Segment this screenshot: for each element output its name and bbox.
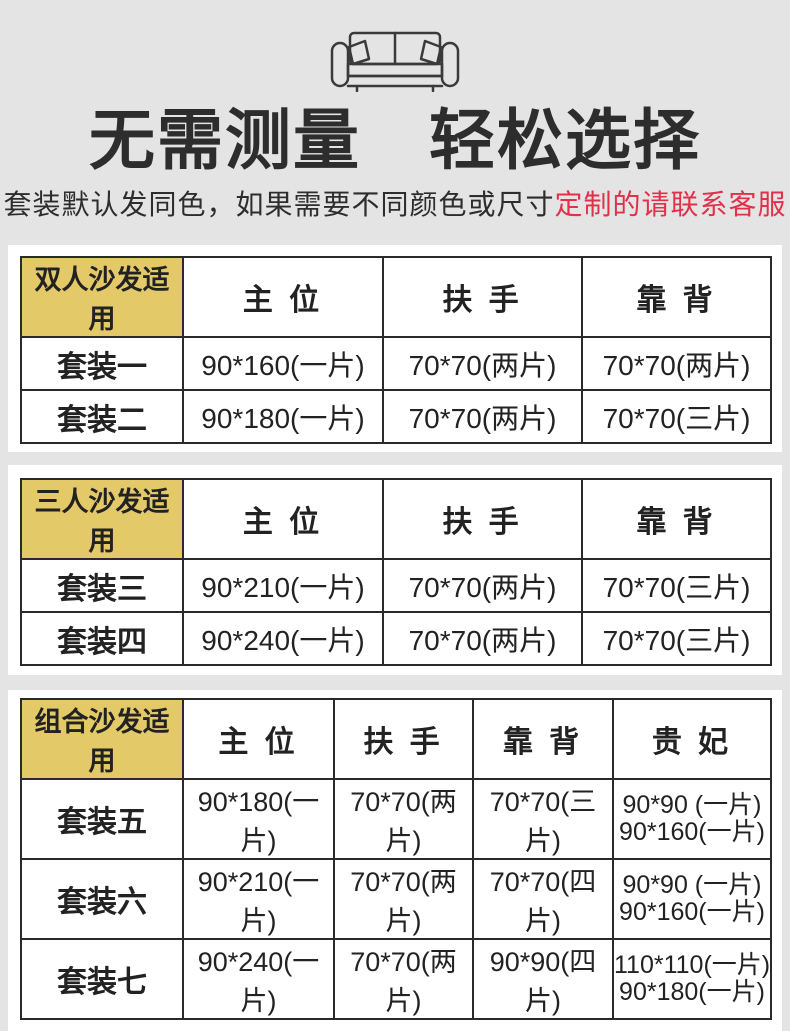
size-cell: 90*180(一片) [182, 389, 384, 444]
size-cell: 70*70(三片) [581, 558, 772, 613]
hero-section: 无需测量 轻松选择 套装默认发同色，如果需要不同颜色或尺寸定制的请联系客服 [0, 0, 790, 221]
table-panel-sectional-sofa: 组合沙发适用 主 位 扶 手 靠 背 贵 妃 套装五 90*180(一片) 70… [8, 690, 782, 1031]
column-header-main-seat: 主 位 [182, 256, 384, 338]
size-cell: 70*70(两片) [581, 336, 772, 391]
size-cell: 70*70(两片) [382, 558, 583, 613]
size-cell: 90*240(一片) [182, 938, 335, 1020]
table-row: 套装一 90*160(一片) 70*70(两片) 70*70(两片) [20, 336, 772, 391]
column-header-chaise: 贵 妃 [612, 698, 772, 780]
subtitle: 套装默认发同色，如果需要不同颜色或尺寸定制的请联系客服 [0, 189, 790, 221]
subtitle-highlight-text: 定制的请联系客服 [554, 189, 787, 220]
size-cell: 70*70(四片) [472, 858, 614, 940]
size-cell: 90*210(一片) [182, 558, 384, 613]
header-row: 三人沙发适用 主 位 扶 手 靠 背 [20, 478, 772, 560]
size-cell: 70*70(三片) [581, 611, 772, 666]
size-table-double-sofa: 双人沙发适用 主 位 扶 手 靠 背 套装一 90*160(一片) 70*70(… [20, 256, 772, 444]
size-cell: 70*70(三片) [581, 389, 772, 444]
table-row: 套装三 90*210(一片) 70*70(两片) 70*70(三片) [20, 558, 772, 613]
set-name: 套装二 [20, 389, 184, 444]
size-line: 110*110(一片) [614, 951, 771, 979]
set-name: 套装一 [20, 336, 184, 391]
size-cell: 70*70(两片) [382, 336, 583, 391]
header-row: 组合沙发适用 主 位 扶 手 靠 背 贵 妃 [20, 698, 772, 780]
size-line: 90*180(一片) [619, 978, 765, 1006]
set-name: 套装七 [20, 938, 184, 1020]
size-line: 90*90 (一片) [622, 871, 762, 899]
set-name: 套装三 [20, 558, 184, 613]
size-cell: 90*160(一片) [182, 336, 384, 391]
column-header-armrest: 扶 手 [382, 478, 583, 560]
table-title-cell: 三人沙发适用 [20, 478, 184, 560]
size-cell: 90*240(一片) [182, 611, 384, 666]
column-header-backrest: 靠 背 [581, 478, 772, 560]
column-header-backrest: 靠 背 [472, 698, 614, 780]
table-row: 套装七 90*240(一片) 70*70(两片) 90*90(四片) 110*1… [20, 938, 772, 1020]
size-table-sectional-sofa: 组合沙发适用 主 位 扶 手 靠 背 贵 妃 套装五 90*180(一片) 70… [20, 698, 772, 1020]
table-row: 套装二 90*180(一片) 70*70(两片) 70*70(三片) [20, 389, 772, 444]
table-panel-triple-sofa: 三人沙发适用 主 位 扶 手 靠 背 套装三 90*210(一片) 70*70(… [8, 465, 782, 675]
size-cell: 90*210(一片) [182, 858, 335, 940]
table-row: 套装四 90*240(一片) 70*70(两片) 70*70(三片) [20, 611, 772, 666]
size-cell: 90*90(四片) [472, 938, 614, 1020]
set-name: 套装五 [20, 778, 184, 860]
size-cell: 90*180(一片) [182, 778, 335, 860]
sofa-icon [0, 0, 790, 93]
column-header-main-seat: 主 位 [182, 478, 384, 560]
header-row: 双人沙发适用 主 位 扶 手 靠 背 [20, 256, 772, 338]
subtitle-plain-text: 套装默认发同色，如果需要不同颜色或尺寸 [3, 189, 555, 220]
size-cell: 70*70(两片) [382, 389, 583, 444]
size-cell-two-lines: 90*90 (一片) 90*160(一片) [612, 778, 772, 860]
size-line: 90*160(一片) [619, 818, 765, 846]
table-panel-double-sofa: 双人沙发适用 主 位 扶 手 靠 背 套装一 90*160(一片) 70*70(… [8, 245, 782, 452]
set-name: 套装六 [20, 858, 184, 940]
set-name: 套装四 [20, 611, 184, 666]
table-row: 套装六 90*210(一片) 70*70(两片) 70*70(四片) 90*90… [20, 858, 772, 940]
table-row: 套装五 90*180(一片) 70*70(两片) 70*70(三片) 90*90… [20, 778, 772, 860]
size-cell: 70*70(两片) [333, 778, 474, 860]
column-header-armrest: 扶 手 [333, 698, 474, 780]
size-cell-two-lines: 90*90 (一片) 90*160(一片) [612, 858, 772, 940]
size-cell: 70*70(两片) [333, 938, 474, 1020]
size-cell: 70*70(三片) [472, 778, 614, 860]
size-table-triple-sofa: 三人沙发适用 主 位 扶 手 靠 背 套装三 90*210(一片) 70*70(… [20, 478, 772, 666]
size-line: 90*160(一片) [619, 898, 765, 926]
page-title: 无需测量 轻松选择 [89, 103, 701, 177]
size-cell: 70*70(两片) [382, 611, 583, 666]
size-cell-two-lines: 110*110(一片) 90*180(一片) [612, 938, 772, 1020]
column-header-armrest: 扶 手 [382, 256, 583, 338]
column-header-main-seat: 主 位 [182, 698, 335, 780]
table-title-cell: 组合沙发适用 [20, 698, 184, 780]
size-cell: 70*70(两片) [333, 858, 474, 940]
column-header-backrest: 靠 背 [581, 256, 772, 338]
table-title-cell: 双人沙发适用 [20, 256, 184, 338]
size-line: 90*90 (一片) [622, 791, 762, 819]
